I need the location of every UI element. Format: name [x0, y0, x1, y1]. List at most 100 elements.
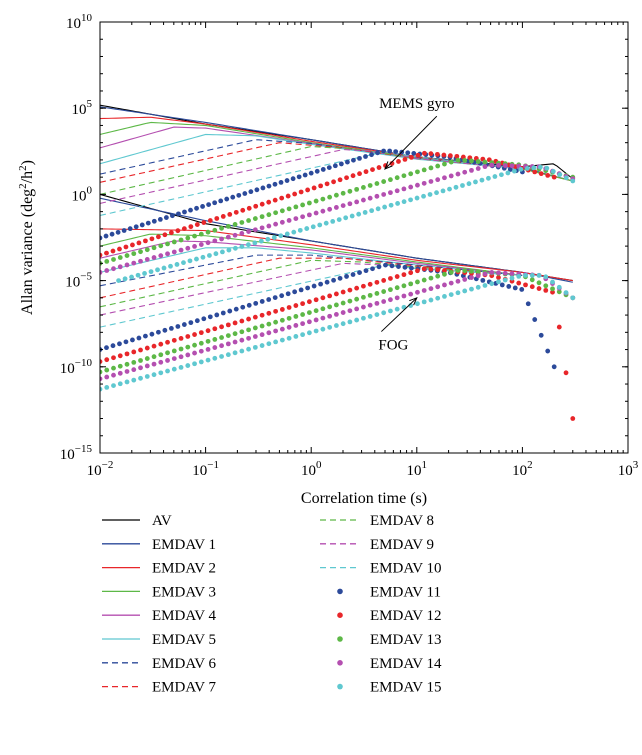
series-emdav-15-fog-point: [333, 323, 339, 328]
series-emdav-9-fog-line: [100, 262, 523, 316]
series-emdav-15-mems-point: [220, 249, 225, 255]
series-emdav-15-mems-point: [194, 256, 199, 262]
series-emdav-13-mems-point: [381, 179, 387, 184]
series-emdav-15-fog-point: [138, 375, 143, 381]
legend-item-emdav-10-label: EMDAV 10: [370, 561, 442, 577]
series-emdav-11-fog-point: [545, 348, 551, 354]
series-emdav-12-fog-point: [529, 284, 535, 290]
series-emdav-13-mems-point: [266, 212, 272, 218]
series-emdav-13-fog-point: [286, 315, 292, 321]
series-emdav-13-mems-point: [367, 183, 373, 188]
series-emdav-14-mems-point: [219, 236, 224, 242]
series-emdav-11-fog-point: [220, 310, 226, 316]
series-emdav-13-mems-point: [117, 255, 123, 260]
y-tick-label: 105: [72, 98, 93, 118]
series-emdav-12-mems-point: [389, 161, 395, 166]
series-emdav-11-fog-point: [279, 293, 285, 299]
series-emdav-14-fog-point: [293, 323, 299, 328]
series-emdav-12-fog-point: [394, 274, 400, 279]
series-emdav-13-fog-point: [185, 344, 191, 350]
annotation-mems-gyro-label: MEMS gyro: [379, 96, 454, 112]
series-emdav-11-mems-point: [170, 213, 175, 219]
series-emdav-13-mems-point: [421, 167, 427, 173]
series-emdav-11-mems-point: [278, 180, 284, 185]
series-emdav-14-mems-point: [279, 219, 285, 225]
series-emdav-11-fog-point: [538, 332, 544, 338]
series-emdav-14-fog-point: [117, 370, 123, 376]
series-emdav-15-mems-point: [258, 238, 264, 244]
series-emdav-15-fog-point: [273, 339, 279, 345]
series-emdav-13-fog-point: [158, 352, 164, 358]
series-emdav-13-fog-point: [165, 350, 170, 356]
series-emdav-12-mems-point: [441, 152, 447, 158]
series-emdav-14-fog-point: [489, 270, 495, 275]
series-emdav-14-fog-point: [205, 346, 211, 352]
series-emdav-11-fog-point: [175, 324, 181, 329]
series-emdav-15-mems-point: [226, 247, 232, 253]
series-emdav-15-fog-point: [347, 319, 353, 325]
series-emdav-14-fog-point: [327, 313, 333, 319]
series-emdav-11-mems-point: [188, 207, 193, 213]
series-emdav-13-fog-point: [401, 283, 407, 289]
series-emdav-14-mems-point: [354, 199, 360, 205]
series-emdav-11-fog-point: [130, 337, 135, 343]
series-emdav-14-fog-point: [361, 304, 366, 310]
series-emdav-11-fog-point: [117, 341, 122, 347]
series-emdav-13-fog-point: [205, 338, 211, 344]
y-axis-label: Allan variance (deg2/h2): [17, 160, 36, 315]
series-emdav-13-fog-point: [415, 279, 420, 285]
series-emdav-11-fog-point: [259, 299, 265, 304]
series-emdav-14-mems-point: [455, 171, 461, 177]
series-emdav-15-fog-point: [435, 295, 441, 301]
legend-item-emdav-13-label: EMDAV 13: [370, 632, 442, 648]
series-emdav-15-mems-point: [336, 217, 342, 223]
annotation-mems-gyro-arrow: [384, 115, 438, 170]
x-tick-label: 10−1: [192, 459, 219, 479]
series-emdav-15-mems-point: [291, 229, 297, 235]
annotation-fog-label: FOG: [378, 338, 408, 354]
series-emdav-14-fog-point: [219, 343, 224, 349]
series-emdav-13-fog-point: [421, 277, 427, 283]
series-emdav-12-mems-point: [532, 169, 538, 175]
series-emdav-14-fog-point: [124, 369, 130, 374]
series-emdav-14-mems-point: [246, 229, 251, 234]
series-emdav-14-fog-point: [198, 348, 204, 354]
series-emdav-11-mems-point: [151, 218, 157, 224]
series-emdav-13-mems-point: [340, 190, 346, 196]
series-emdav-15-mems-point: [265, 236, 271, 242]
series-emdav-12-mems-point: [402, 157, 408, 162]
series-emdav-13-mems-point: [354, 186, 360, 192]
series-emdav-15-fog-point: [124, 379, 130, 385]
series-emdav-12-fog-point: [415, 268, 420, 274]
series-emdav-14-mems-point: [306, 212, 312, 218]
series-emdav-11-fog-point: [383, 262, 388, 268]
series-emdav-14-fog-point: [259, 332, 265, 338]
y-tick-label: 10−10: [60, 357, 93, 377]
series-emdav-15-mems-point: [408, 197, 413, 203]
series-emdav-13-mems-point: [448, 159, 454, 165]
series-emdav-15-fog-point: [340, 321, 346, 327]
series-emdav-12-mems-point: [415, 152, 421, 158]
series-emdav-12-mems-point: [376, 165, 382, 170]
series-emdav-12-mems-point: [409, 154, 414, 160]
series-emdav-14-mems-point: [394, 188, 400, 194]
series-emdav-15-mems-point: [421, 193, 426, 199]
series-emdav-12-mems-point: [266, 199, 272, 205]
series-emdav-12-mems-point: [298, 189, 304, 195]
legend-item-emdav-15-label: EMDAV 15: [370, 680, 442, 696]
series-emdav-15-mems-point: [317, 222, 323, 228]
series-emdav-15-mems-point: [492, 174, 498, 179]
series-emdav-14-mems-point: [347, 201, 353, 207]
series-emdav-11-fog-point: [156, 329, 161, 335]
series-emdav-15-fog-point: [570, 295, 576, 301]
series-emdav-14-fog-point: [239, 337, 245, 343]
series-emdav-15-fog-point: [246, 346, 251, 352]
series-emdav-11-fog-point: [337, 275, 343, 281]
series-emdav-15-mems-point: [349, 213, 355, 219]
series-emdav-11-fog-point: [506, 284, 512, 289]
series-emdav-13-mems-point: [205, 229, 211, 235]
series-emdav-14-fog-point: [381, 299, 387, 304]
series-emdav-14-fog-point: [138, 365, 143, 371]
series-emdav-12-fog-point: [279, 307, 285, 312]
series-emdav-11-mems-point: [369, 152, 374, 158]
